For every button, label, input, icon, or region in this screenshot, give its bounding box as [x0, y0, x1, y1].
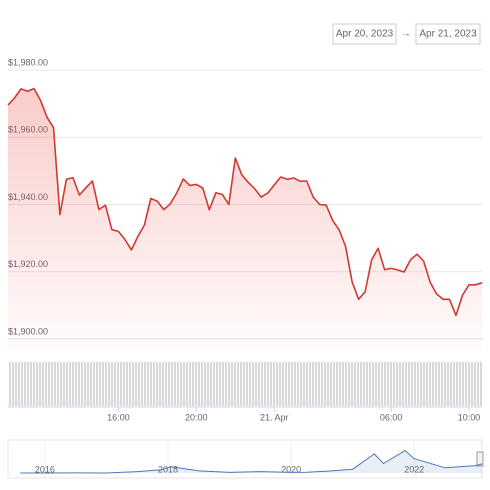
- x-tick-label: 06:00: [380, 412, 403, 422]
- navigator-label: 2020: [281, 464, 301, 474]
- x-tick-label: 16:00: [107, 412, 130, 422]
- price-line: [7, 87, 483, 317]
- area: [8, 88, 482, 350]
- navigator-label: 2018: [158, 464, 178, 474]
- x-tick-label: 21. Apr: [260, 412, 289, 422]
- y-tick-label: $1,980.00: [8, 57, 48, 67]
- navigator-area: [20, 450, 483, 473]
- volume-bars: [8, 362, 482, 406]
- x-tick-label: 10:00: [458, 412, 481, 422]
- date-from-box[interactable]: [332, 23, 397, 45]
- navigator-handle[interactable]: [476, 451, 484, 467]
- navigator-label: 2022: [404, 464, 424, 474]
- date-to[interactable]: Apr 21, 2023: [419, 29, 477, 40]
- date-from[interactable]: Apr 20, 2023: [336, 29, 394, 40]
- date-to-box[interactable]: [415, 23, 481, 45]
- navigator-label: 2016: [35, 464, 55, 474]
- date-separator: →: [401, 29, 411, 40]
- x-tick-label: 20:00: [185, 412, 208, 422]
- navigator-line: [20, 450, 483, 474]
